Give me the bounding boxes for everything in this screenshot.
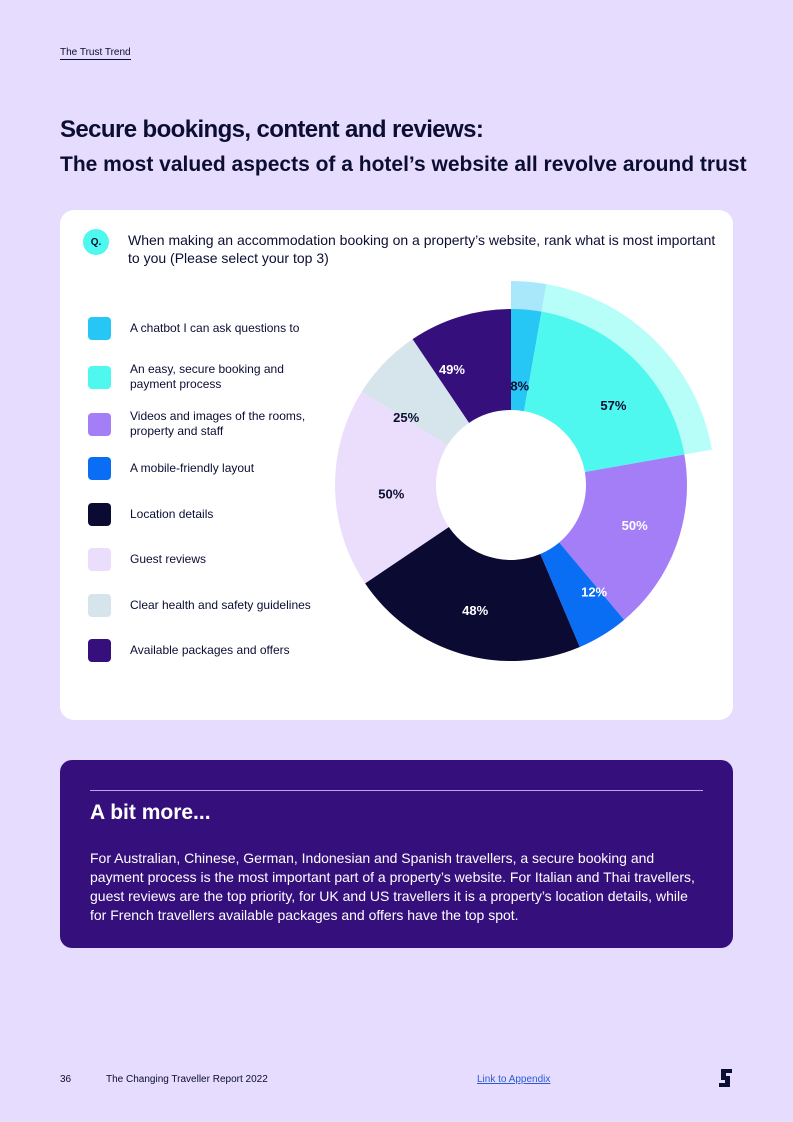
chart-card: Q. When making an accommodation booking …: [60, 210, 733, 720]
pie-slice: [511, 309, 542, 412]
pie-slice: [540, 542, 625, 648]
pie-slice: [365, 526, 580, 661]
chart-legend: A chatbot I can ask questions to An easy,…: [88, 210, 338, 720]
slice-value-label: 8%: [510, 378, 529, 393]
legend-label: Videos and images of the rooms, property…: [130, 409, 306, 438]
slice-value-label: 48%: [462, 603, 488, 618]
question-badge: Q.: [83, 229, 109, 255]
pie-slice: [361, 339, 470, 446]
legend-swatch: [88, 365, 111, 389]
legend-item: An easy, secure booking and payment proc…: [88, 362, 330, 392]
legend-swatch: [88, 503, 111, 526]
legend-item: A chatbot I can ask questions to: [88, 317, 330, 340]
legend-swatch: [88, 594, 111, 617]
legend-item: A mobile-friendly layout: [88, 457, 330, 480]
slice-value-label: 49%: [439, 362, 465, 377]
legend-label: Location details: [130, 507, 214, 521]
pie-slice: [335, 391, 449, 584]
legend-label: A chatbot I can ask questions to: [130, 321, 300, 335]
page-subtitle: The most valued aspects of a hotel’s web…: [60, 153, 747, 176]
legend-item: Guest reviews: [88, 548, 330, 571]
donut-chart: 8% 57% 50% 12% 48% 50% 25% 49%: [335, 281, 712, 661]
a-bit-more-box: A bit more... For Australian, Chinese, G…: [60, 760, 733, 948]
legend-item: Available packages and offers: [88, 639, 330, 662]
slice-value-label: 57%: [600, 398, 626, 413]
appendix-link[interactable]: Link to Appendix: [477, 1074, 551, 1085]
legend-label: Available packages and offers: [130, 643, 290, 657]
legend-swatch: [88, 548, 111, 571]
legend-label: A mobile-friendly layout: [130, 461, 255, 475]
pie-slice: [524, 311, 685, 472]
report-name: The Changing Traveller Report 2022: [106, 1074, 268, 1085]
slice-value-label: 25%: [393, 410, 419, 425]
a-bit-more-text: For Australian, Chinese, German, Indones…: [90, 850, 695, 923]
slice-value-label: 12%: [581, 584, 607, 599]
legend-item: Clear health and safety guidelines: [88, 594, 330, 617]
highlight-ring-segment: [541, 284, 712, 455]
slice-value-label: 50%: [378, 486, 404, 501]
legend-label: An easy, secure booking and payment proc…: [130, 362, 284, 391]
pie-slice: [412, 309, 511, 423]
legend-label: Guest reviews: [130, 552, 207, 566]
brand-logo-icon: [719, 1069, 732, 1087]
section-tag: The Trust Trend: [60, 47, 131, 60]
question-text: When making an accommodation booking on …: [128, 232, 716, 266]
highlight-ring-segment: [511, 281, 547, 313]
legend-item: Videos and images of the rooms, property…: [88, 409, 330, 439]
legend-swatch: [88, 412, 111, 436]
legend-swatch: [88, 317, 111, 340]
a-bit-more-title: A bit more...: [90, 801, 211, 824]
page-title: Secure bookings, content and reviews:: [60, 116, 484, 143]
slice-value-label: 50%: [622, 518, 648, 533]
pie-slice: [559, 454, 687, 620]
legend-swatch: [88, 639, 111, 662]
legend-label: Clear health and safety guidelines: [130, 598, 311, 612]
legend-swatch: [88, 457, 111, 480]
legend-item: Location details: [88, 503, 330, 526]
divider: [90, 790, 703, 791]
page-number: 36: [60, 1074, 72, 1085]
